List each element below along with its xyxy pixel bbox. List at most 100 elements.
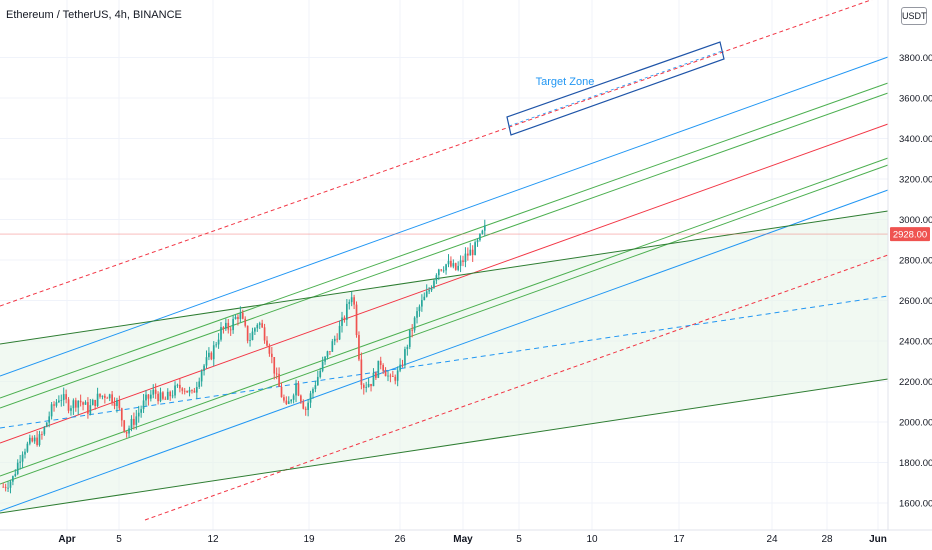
chart-title: Ethereum / TetherUS, 4h, BINANCE <box>6 9 182 21</box>
y-tick-label: 1800.00 <box>899 458 932 469</box>
candle-body <box>45 422 48 427</box>
candle-body <box>128 428 130 434</box>
candle-body <box>191 390 193 391</box>
candle-body <box>290 399 293 402</box>
candle-body <box>309 393 312 403</box>
candle-body <box>118 400 121 409</box>
y-tick-label: 3200.00 <box>899 175 932 186</box>
candle-body <box>275 373 278 375</box>
candle-body <box>166 391 169 400</box>
candle-body <box>454 263 457 270</box>
candle-body <box>104 395 106 398</box>
candle-body <box>483 225 486 231</box>
candle-body <box>241 312 244 319</box>
candle-body <box>464 253 467 263</box>
candle-body <box>16 462 19 474</box>
candle-body <box>200 371 203 382</box>
candle-body <box>232 318 234 331</box>
candle-body <box>440 269 443 271</box>
candle-body <box>123 420 126 432</box>
candle-body <box>14 473 17 477</box>
y-tick-label: 1600.00 <box>899 499 932 510</box>
y-tick-label: 3800.00 <box>899 53 932 64</box>
candle-body <box>67 399 70 411</box>
candle-body <box>474 242 476 256</box>
trend-lines <box>0 0 889 521</box>
candle-body <box>50 404 53 417</box>
y-tick-label: 2200.00 <box>899 377 932 388</box>
candle-body <box>450 260 452 267</box>
candle-body <box>401 364 404 366</box>
channel-fill <box>0 211 888 513</box>
candles <box>2 219 486 494</box>
x-tick-label: May <box>453 534 473 545</box>
trend-line <box>0 92 889 409</box>
candle-body <box>251 331 254 341</box>
candle-body <box>41 434 43 435</box>
candle-body <box>101 395 104 397</box>
candle-body <box>111 394 113 403</box>
currency-badge[interactable]: USDT <box>901 7 927 25</box>
candle-body <box>326 351 329 357</box>
candle-body <box>280 386 283 398</box>
candle-body <box>324 356 326 362</box>
target-zone-box[interactable] <box>506 41 725 136</box>
last-price-tag <box>890 227 930 242</box>
candle-body <box>33 437 36 442</box>
candle-body <box>372 372 375 387</box>
candle-body <box>227 322 230 330</box>
candle-body <box>314 385 317 390</box>
candle-body <box>159 392 162 402</box>
candle-body <box>387 375 389 377</box>
candle-body <box>341 317 343 326</box>
candle-body <box>430 287 433 291</box>
candle-body <box>338 325 341 340</box>
candle-body <box>333 338 336 342</box>
candle-body <box>469 249 472 256</box>
candle-body <box>462 260 464 263</box>
candle-body <box>411 329 414 331</box>
candle-body <box>399 364 401 371</box>
candle-body <box>225 322 227 329</box>
candle-body <box>179 384 181 389</box>
candle-body <box>99 393 101 397</box>
candle-body <box>26 443 29 452</box>
candle-body <box>43 426 46 435</box>
candle-body <box>181 388 184 391</box>
candle-body <box>96 393 99 406</box>
candle-body <box>428 290 430 292</box>
candle-body <box>142 400 145 410</box>
channel-fill-area <box>0 211 888 513</box>
candle-body <box>321 361 324 371</box>
candle-body <box>220 327 222 340</box>
candle-body <box>249 340 251 341</box>
candle-body <box>108 394 111 399</box>
candle-body <box>53 404 55 406</box>
target-zone-label: Target Zone <box>536 76 595 88</box>
candle-body <box>377 360 380 378</box>
candle-body <box>268 345 271 354</box>
candle-body <box>343 317 346 320</box>
x-tick-label: 5 <box>516 534 522 545</box>
trend-line <box>0 210 889 345</box>
candle-body <box>476 240 479 243</box>
x-tick-label: Jun <box>869 534 887 545</box>
candle-body <box>350 297 353 303</box>
candle-body <box>72 400 75 409</box>
candle-body <box>258 323 261 325</box>
candle-body <box>106 397 109 399</box>
candle-body <box>60 399 63 401</box>
candle-body <box>316 376 319 386</box>
candle-body <box>382 364 384 371</box>
candle-body <box>391 375 394 377</box>
candle-body <box>193 390 196 393</box>
candle-body <box>360 359 363 385</box>
candle-body <box>188 390 191 393</box>
candle-body <box>437 269 440 276</box>
candle-body <box>370 383 372 387</box>
trend-line <box>0 378 889 514</box>
candle-body <box>319 370 322 377</box>
candle-body <box>404 349 406 366</box>
candle-body <box>379 360 382 365</box>
candle-body <box>358 335 360 360</box>
